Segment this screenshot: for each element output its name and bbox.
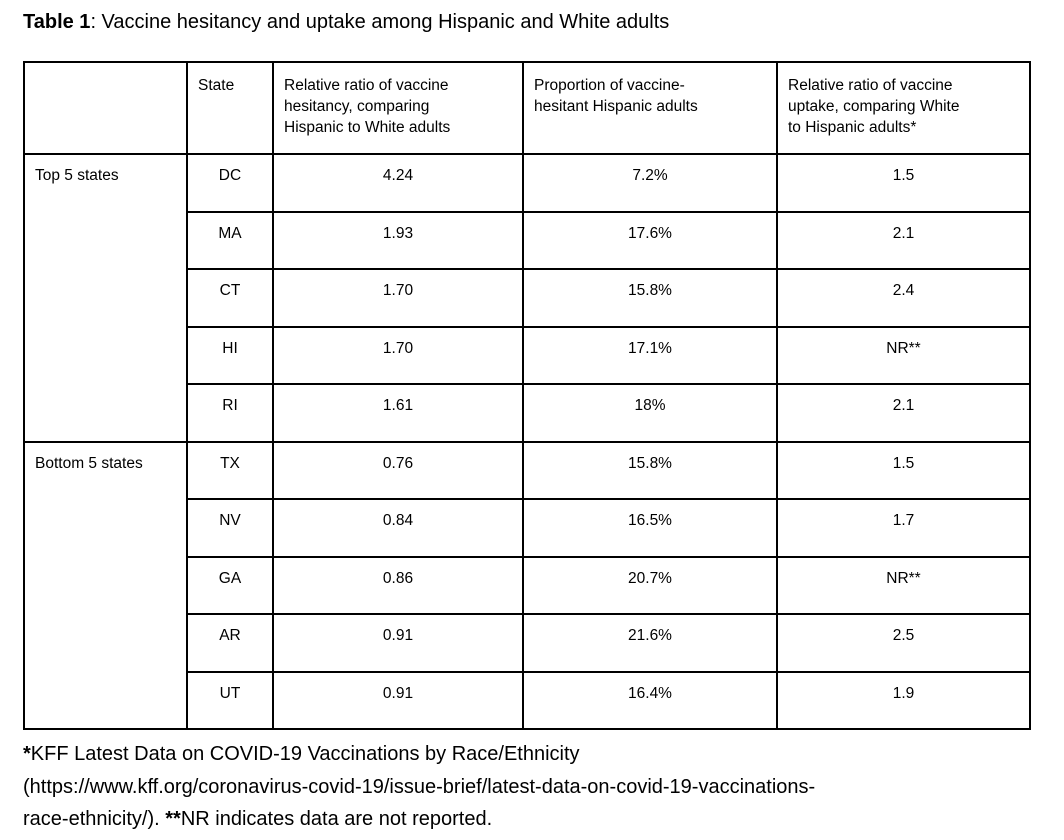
hesitancy-cell: 0.76 [272,440,524,500]
proportion-cell: 21.6% [522,613,778,673]
uptake-cell: 1.5 [776,440,1031,500]
footnote-url-text: (https://www.kff.org/coronavirus-covid-1… [23,775,816,798]
table-row: HI 1.70 17.1% NR** [24,325,1031,385]
col-header-state-label: State [198,77,235,94]
uptake-cell: 2.1 [776,210,1031,270]
uptake-cell: 2.5 [776,613,1031,673]
proportion-cell: 7.2% [522,153,778,213]
hesitancy-cell: 1.61 [272,383,524,443]
footnote-double-asterisk: ** [165,808,181,830]
uptake-cell: 1.7 [776,498,1031,558]
uptake-cell: 1.5 [776,153,1031,213]
hesitancy-cell: 4.24 [272,153,524,213]
table-title: Table 1: Vaccine hesitancy and uptake am… [23,10,1044,34]
table-title-text: : Vaccine hesitancy and uptake among His… [90,11,670,33]
col-header-state: State [186,61,274,155]
state-cell: NV [186,498,274,558]
header-row: State Relative ratio of vaccine hesitanc… [23,61,1031,155]
proportion-cell: 15.8% [522,268,778,328]
col-header-uptake-line: to Hispanic adults* [788,119,917,136]
col-header-proportion: Proportion of vaccine- hesitant Hispanic… [522,61,778,155]
col-header-uptake-line: Relative ratio of vaccine [788,77,953,94]
footnote-nr-text: NR indicates data are not reported. [180,808,493,830]
col-header-group [23,61,188,155]
col-header-proportion-line: Proportion of vaccine- [534,77,685,94]
proportion-cell: 15.8% [522,440,778,500]
proportion-cell: 16.5% [522,498,778,558]
col-header-hesitancy-line: Hispanic to White adults [284,119,451,136]
uptake-cell: 1.9 [776,670,1031,730]
group-cell-top5: Top 5 states [23,153,188,443]
footnote: *KFF Latest Data on COVID-19 Vaccination… [23,738,1044,836]
uptake-cell: 2.4 [776,268,1031,328]
data-table: State Relative ratio of vaccine hesitanc… [23,61,1031,730]
col-header-proportion-line: hesitant Hispanic adults [534,98,698,115]
table-title-label: Table 1 [23,11,91,33]
table-row: CT 1.70 15.8% 2.4 [24,268,1031,328]
proportion-cell: 17.1% [522,325,778,385]
proportion-cell: 20.7% [522,555,778,615]
state-cell: AR [186,613,274,673]
hesitancy-cell: 1.70 [272,268,524,328]
table-row: NV 0.84 16.5% 1.7 [24,498,1031,558]
proportion-cell: 18% [522,383,778,443]
footnote-url-end-text: race-ethnicity/). [23,808,166,830]
uptake-cell: NR** [776,325,1031,385]
col-header-hesitancy-line: Relative ratio of vaccine [284,77,449,94]
group-cell-bottom5: Bottom 5 states [23,440,188,730]
state-cell: RI [186,383,274,443]
uptake-cell: 2.1 [776,383,1031,443]
hesitancy-cell: 0.91 [272,670,524,730]
state-cell: MA [186,210,274,270]
hesitancy-cell: 1.93 [272,210,524,270]
table-row: AR 0.91 21.6% 2.5 [24,613,1031,673]
table-row: Top 5 states DC 4.24 7.2% 1.5 [23,153,1031,443]
hesitancy-cell: 0.84 [272,498,524,558]
state-cell: CT [186,268,274,328]
table-row: UT 0.91 16.4% 1.9 [24,670,1031,730]
footnote-asterisk: * [23,743,31,765]
table-row: Bottom 5 states TX 0.76 15.8% 1.5 [23,440,1031,730]
hesitancy-cell: 1.70 [272,325,524,385]
proportion-cell: 16.4% [522,670,778,730]
proportion-cell: 17.6% [522,210,778,270]
col-header-uptake: Relative ratio of vaccine uptake, compar… [776,61,1031,155]
uptake-cell: NR** [776,555,1031,615]
footnote-source-text: KFF Latest Data on COVID-19 Vaccinations… [30,743,580,765]
state-cell: HI [186,325,274,385]
state-cell: GA [186,555,274,615]
hesitancy-cell: 0.91 [272,613,524,673]
table-row: GA 0.86 20.7% NR** [24,555,1031,615]
table-row: RI 1.61 18% 2.1 [24,383,1031,443]
col-header-uptake-line: uptake, comparing White [788,98,960,115]
col-header-hesitancy: Relative ratio of vaccine hesitancy, com… [272,61,524,155]
hesitancy-cell: 0.86 [272,555,524,615]
state-cell: UT [186,670,274,730]
table-row: MA 1.93 17.6% 2.1 [24,210,1031,270]
state-cell: TX [186,440,274,500]
state-cell: DC [186,153,274,213]
col-header-hesitancy-line: hesitancy, comparing [284,98,430,115]
